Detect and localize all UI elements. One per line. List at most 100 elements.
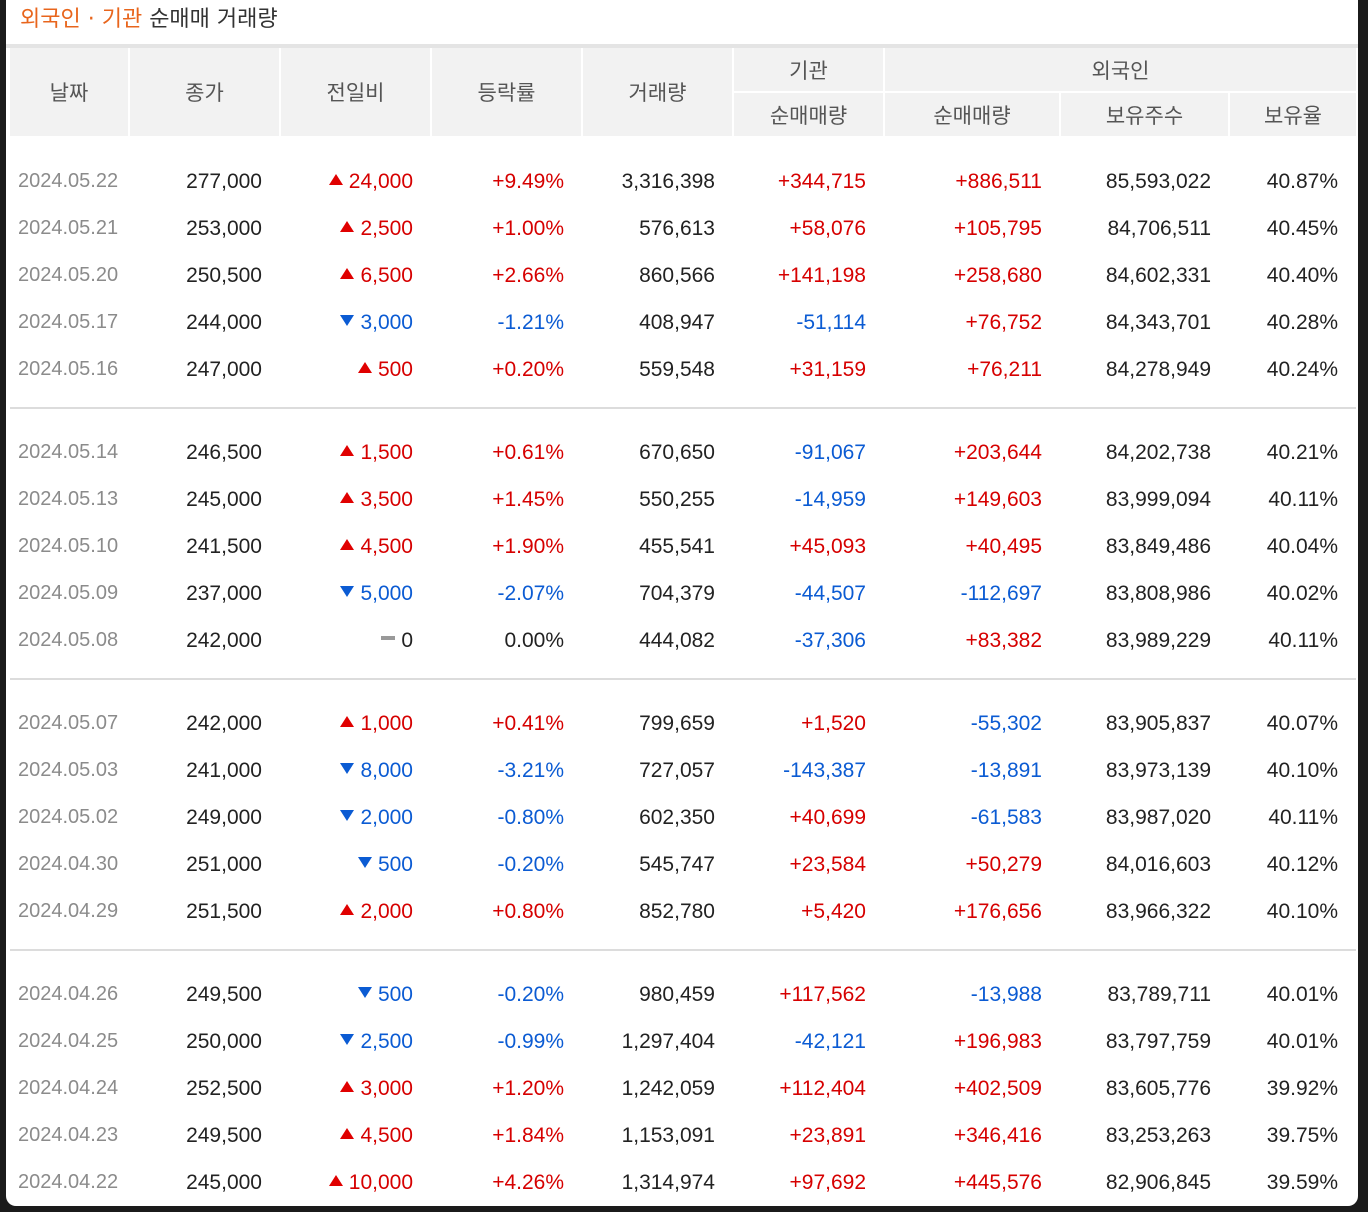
cell-foreign-ratio: 40.40% [1266,263,1338,287]
cell-close: 241,500 [186,534,262,558]
cell-close: 277,000 [186,169,262,193]
cell-volume: 576,613 [639,216,715,240]
cell-foreign-net: +445,576 [953,1170,1042,1194]
cell-volume: 980,459 [639,982,715,1006]
header-volume: 거래량 [582,48,734,138]
cell-close: 247,000 [186,357,262,381]
cell-foreign-ratio: 39.59% [1266,1170,1338,1194]
dash-icon [381,635,396,640]
cell-date: 2024.05.09 [18,582,119,604]
cell-foreign-ratio: 40.11% [1268,628,1338,652]
cell-change: 6,500 [280,252,431,299]
cell-volume: 602,350 [639,805,715,829]
cell-foreign-holdings: 83,808,986 [1105,581,1211,605]
title-accent: 외국인 · 기관 [20,7,143,32]
cell-rate: -0.80% [497,805,564,829]
cell-foreign-net: +83,382 [965,628,1043,652]
cell-close: 249,500 [186,1123,262,1147]
cell-inst-net: -42,121 [794,1029,866,1053]
cell-foreign-ratio: 40.87% [1266,169,1338,193]
cell-foreign-ratio: 40.11% [1268,487,1338,511]
cell-volume: 408,947 [639,310,715,334]
cell-date: 2024.04.24 [18,1077,119,1099]
change-value: 2,000 [360,899,413,923]
triangle-up-icon [340,539,355,551]
change-value: 500 [377,852,413,876]
change-value: 3,000 [360,1076,413,1100]
table-row: 2024.05.20 250,500 6,500 +2.66% 860,566 +141,… [10,252,1356,299]
triangle-up-icon [340,1081,355,1093]
table-row: 2024.05.02 249,000 2,000 -0.80% 602,350 +40,6… [10,794,1356,841]
cell-close: 249,500 [186,982,262,1006]
table-row: 2024.04.25 250,000 2,500 -0.99% 1,297,404 -42… [10,1018,1356,1065]
table-row: 2024.04.26 249,500 500 -0.20% 980,459 +117,56… [10,971,1356,1018]
triangle-up-icon [340,221,355,233]
cell-change: 500 [280,841,431,888]
cell-change: 3,500 [280,476,431,523]
cell-inst-net: +40,699 [789,805,867,829]
cell-foreign-holdings: 85,593,022 [1105,169,1211,193]
cell-date: 2024.05.03 [18,759,119,781]
cell-volume: 704,379 [639,581,715,605]
cell-foreign-ratio: 40.45% [1266,216,1338,240]
table-row: 2024.05.08 242,000 0 0.00% 444,082 -37,306 +83… [10,617,1356,664]
header-rate: 등락률 [431,48,583,138]
cell-foreign-holdings: 84,343,701 [1105,310,1211,334]
cell-foreign-net: +258,680 [953,263,1042,287]
table-row: 2024.05.13 245,000 3,500 +1.45% 550,255 -14,9… [10,476,1356,523]
cell-volume: 1,153,091 [621,1123,715,1147]
cell-date: 2024.05.16 [18,358,119,380]
cell-date: 2024.05.22 [18,170,119,192]
cell-inst-net: +58,076 [789,216,867,240]
cell-volume: 545,747 [639,852,715,876]
triangle-up-icon [357,362,372,374]
header-foreign: 외국인 [884,48,1356,93]
change-value: 6,500 [360,263,413,287]
cell-foreign-holdings: 83,905,837 [1105,711,1211,735]
cell-close: 241,000 [186,758,262,782]
cell-date: 2024.05.02 [18,806,119,828]
cell-foreign-net: +76,211 [967,357,1042,381]
cell-rate: +0.20% [492,357,564,381]
cell-inst-net: +23,891 [789,1123,867,1147]
change-value: 4,500 [360,1123,413,1147]
cell-change: 0 [280,617,431,664]
cell-close: 253,000 [186,216,262,240]
cell-foreign-ratio: 40.24% [1266,357,1338,381]
triangle-up-icon [340,445,355,457]
cell-change: 500 [280,971,431,1018]
cell-change: 24,000 [280,158,431,205]
cell-change: 4,500 [280,523,431,570]
cell-inst-net: +1,520 [801,711,866,735]
group-spacer [10,137,1356,158]
triangle-up-icon [328,1175,343,1187]
cell-foreign-holdings: 83,966,322 [1105,899,1211,923]
cell-inst-net: +117,562 [779,982,866,1006]
cell-inst-net: -37,306 [794,628,866,652]
panel: 외국인 · 기관 순매매 거래량 날짜 종가 전일비 등락률 거래량 기관 외국… [6,0,1358,1206]
change-value: 1,500 [360,440,413,464]
cell-volume: 670,650 [639,440,715,464]
table-row: 2024.04.23 249,500 4,500 +1.84% 1,153,091 +23… [10,1112,1356,1159]
cell-rate: -2.07% [497,581,564,605]
change-value: 4,500 [360,534,413,558]
header-top-border [6,44,1358,48]
cell-foreign-net: -55,302 [970,711,1042,735]
cell-foreign-holdings: 83,605,776 [1105,1076,1211,1100]
cell-foreign-holdings: 83,253,263 [1105,1123,1211,1147]
table-row: 2024.05.03 241,000 8,000 -3.21% 727,057 -143,… [10,747,1356,794]
cell-rate: +1.84% [492,1123,564,1147]
cell-foreign-ratio: 40.10% [1266,899,1338,923]
cell-change: 3,000 [280,1065,431,1112]
header-inst-net: 순매매량 [733,92,885,138]
cell-foreign-holdings: 83,789,711 [1107,982,1211,1006]
triangle-up-icon [340,268,355,280]
cell-rate: -0.20% [497,852,564,876]
cell-foreign-net: +176,656 [953,899,1042,923]
cell-rate: 0.00% [504,628,564,652]
triangle-up-icon [328,174,343,186]
cell-date: 2024.05.08 [18,629,119,651]
triangle-down-icon [340,586,355,598]
cell-change: 2,500 [280,205,431,252]
cell-rate: +1.45% [492,487,564,511]
